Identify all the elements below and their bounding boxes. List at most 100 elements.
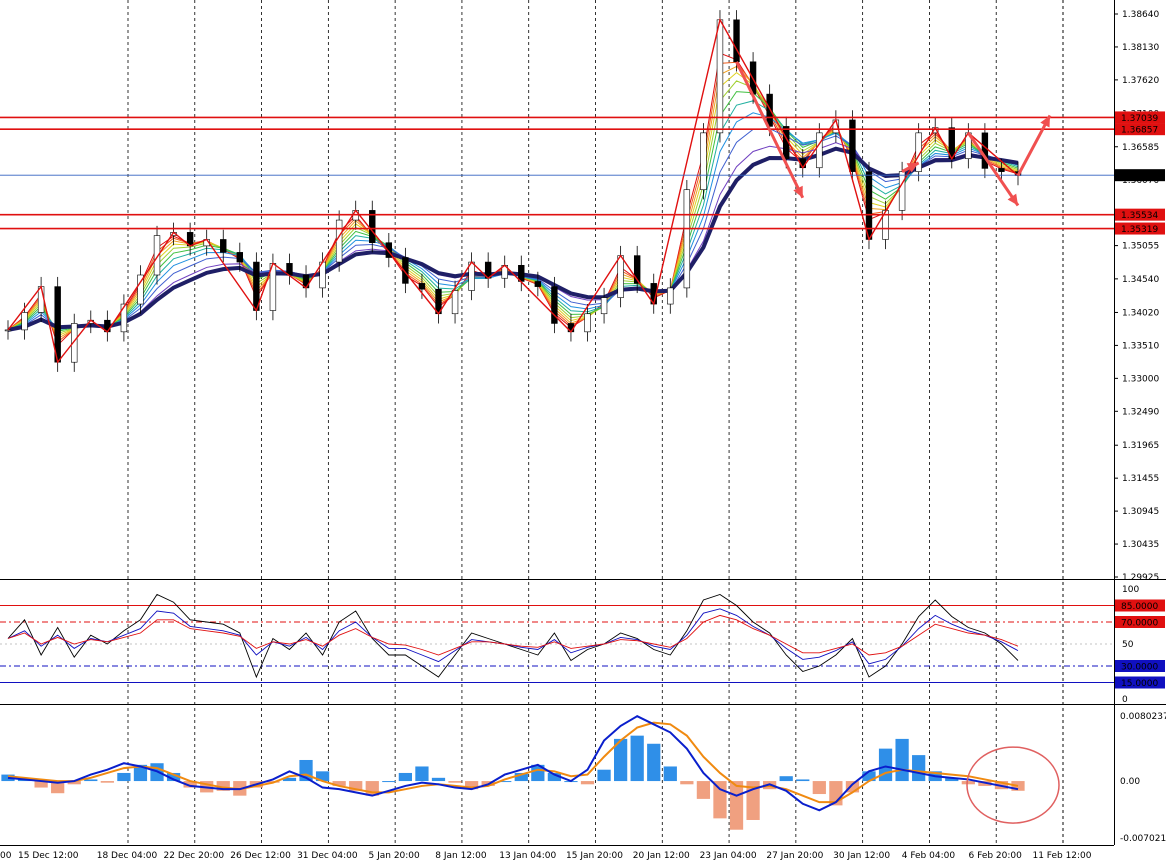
candle-body bbox=[551, 286, 558, 324]
price-tag bbox=[1115, 222, 1165, 235]
arrow-head bbox=[1040, 115, 1050, 128]
macd-histogram-bar bbox=[332, 781, 346, 786]
macd-histogram-bar bbox=[647, 743, 661, 782]
arrow-head bbox=[793, 185, 803, 198]
trend-arrow bbox=[735, 61, 805, 199]
oscillator-level-label: 85.0000 bbox=[1121, 602, 1158, 612]
oscillator-line bbox=[7, 593, 1019, 679]
price-tag-label: 1.35319 bbox=[1121, 225, 1158, 235]
time-label: 13 Jan 04:00 bbox=[499, 851, 556, 861]
oscillator-line bbox=[7, 608, 1019, 665]
oscillator-line bbox=[7, 614, 1019, 656]
time-label: 6 Feb 20:00 bbox=[969, 851, 1023, 861]
candle-body bbox=[21, 312, 28, 331]
macd-histogram-bar bbox=[34, 781, 48, 788]
macd-histogram-bar bbox=[398, 772, 412, 782]
macd-histogram-bar bbox=[431, 777, 446, 782]
time-label: 31 Dec 04:00 bbox=[297, 851, 358, 861]
candle-body bbox=[451, 290, 459, 315]
macd-histogram-bar bbox=[597, 769, 611, 782]
macd-histogram-bar bbox=[729, 781, 744, 830]
time-label: 15 Dec 12:00 bbox=[18, 851, 79, 861]
time-axis: 15 Dec 12:00 18 Dec 04:00 22 Dec 20:00 26 D… bbox=[0, 851, 1092, 861]
macd-histogram-bar bbox=[912, 755, 926, 782]
macd-histogram-bar bbox=[166, 772, 181, 782]
candle-body bbox=[716, 19, 724, 134]
price-axis-label: 1.38640 bbox=[1122, 10, 1159, 20]
time-label: 11 Feb 12:00 bbox=[1032, 851, 1091, 861]
price-axis-label: 1.35055 bbox=[1122, 242, 1159, 252]
trend-arrow bbox=[1016, 114, 1052, 177]
price-axis-label: 1.30435 bbox=[1122, 540, 1159, 550]
macd-histogram-bar bbox=[796, 779, 810, 782]
candle-body bbox=[766, 93, 773, 127]
macd-histogram-bar bbox=[382, 781, 396, 783]
candle-body bbox=[915, 132, 922, 172]
time-label: 4 Feb 04:00 bbox=[902, 851, 956, 861]
oscillator-level-label: 30.0000 bbox=[1121, 663, 1158, 673]
macd-histogram-bar bbox=[100, 781, 114, 783]
price-axis-label: 1.31965 bbox=[1122, 441, 1159, 451]
candle-body bbox=[4, 329, 12, 332]
macd-histogram-bar bbox=[315, 771, 330, 782]
time-label-partial: 00 bbox=[0, 851, 12, 861]
price-axis-label: 1.37620 bbox=[1122, 76, 1159, 86]
candle-body bbox=[584, 313, 591, 333]
candle-body bbox=[998, 168, 1005, 172]
macd-histogram-bar bbox=[448, 781, 462, 783]
macd-axis-label: 0.0080237 bbox=[1120, 712, 1166, 722]
candle-body bbox=[617, 255, 624, 298]
macd-histogram-bar bbox=[895, 738, 909, 782]
macd-histogram-bar bbox=[862, 771, 876, 782]
price-tag-label: 1.35534 bbox=[1121, 211, 1158, 221]
macd-histogram-bar bbox=[547, 772, 562, 782]
arrow-head bbox=[1007, 193, 1018, 206]
candle-body bbox=[402, 257, 409, 284]
macd-line bbox=[7, 715, 1019, 812]
candle-body bbox=[633, 255, 641, 284]
macd-histogram-bar bbox=[945, 777, 959, 782]
macd-histogram-bar bbox=[680, 781, 694, 785]
macd-histogram-bar bbox=[845, 781, 860, 793]
oscillator-level-label: 70.0000 bbox=[1121, 619, 1158, 629]
time-label: 8 Jan 12:00 bbox=[435, 851, 487, 861]
macd-histogram-bar bbox=[663, 766, 677, 782]
macd-axis-label: -0.0070216 bbox=[1120, 834, 1166, 844]
price-axis-label: 1.34540 bbox=[1122, 275, 1159, 285]
macd-histogram-bar bbox=[67, 781, 81, 785]
price-tag bbox=[1115, 169, 1165, 182]
time-label: 26 Dec 12:00 bbox=[230, 851, 291, 861]
time-label: 5 Jan 20:00 bbox=[369, 851, 421, 861]
axis-layer: 1.386401.381301.376201.371001.365851.360… bbox=[1114, 10, 1166, 844]
macd-histogram-bar bbox=[614, 738, 628, 782]
candle-body bbox=[71, 323, 78, 363]
candle-body bbox=[335, 219, 343, 263]
macd-histogram-bar bbox=[415, 766, 429, 782]
price-axis-label: 1.30945 bbox=[1122, 507, 1159, 517]
trend-arrow bbox=[967, 132, 1020, 207]
price-axis-label: 1.32490 bbox=[1122, 407, 1159, 417]
macd-histogram-bar bbox=[498, 781, 512, 783]
oscillator-level-tag bbox=[1115, 599, 1165, 612]
macd-histogram-bar bbox=[117, 772, 131, 782]
oscillator-level-label: 15.0000 bbox=[1121, 679, 1158, 689]
oscillator-level-tag bbox=[1115, 676, 1165, 689]
price-axis-label: 1.36585 bbox=[1122, 143, 1159, 153]
macd-histogram-bar bbox=[713, 781, 727, 819]
time-label: 20 Jan 12:00 bbox=[633, 851, 690, 861]
macd-histogram-bar bbox=[580, 781, 595, 785]
candle-body bbox=[385, 242, 393, 258]
highlight-circle bbox=[966, 746, 1060, 824]
candle-body bbox=[700, 132, 707, 191]
oscillator-level-tag bbox=[1115, 616, 1165, 628]
oscillator-axis-label: 0 bbox=[1122, 695, 1128, 705]
candle-body bbox=[153, 235, 161, 276]
macd-histogram-bar bbox=[183, 781, 197, 788]
price-axis-label: 1.38130 bbox=[1122, 43, 1159, 53]
price-tag-label: 1.37039 bbox=[1121, 114, 1158, 124]
macd-histogram-bar bbox=[531, 764, 545, 782]
time-label: 22 Dec 20:00 bbox=[164, 851, 225, 861]
price-tag-label: 1.36145 bbox=[1121, 172, 1158, 182]
macd-signal-line bbox=[7, 721, 1019, 804]
